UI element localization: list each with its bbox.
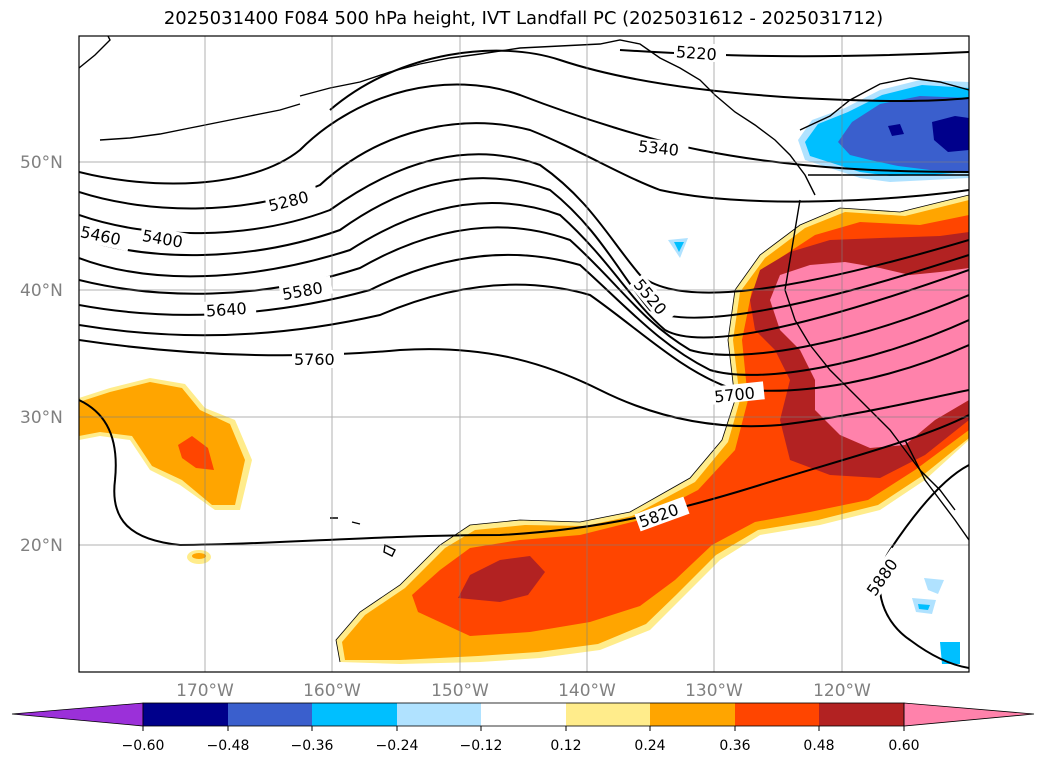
lon-label-170w: 170°W (176, 681, 234, 701)
contour-5700 (79, 283, 969, 392)
lon-label-140w: 140°W (558, 681, 616, 701)
lon-label-120w: 120°W (813, 681, 871, 701)
contour-5340-b (79, 83, 969, 185)
colorbar-ticks (142, 726, 905, 731)
colorbar-extend-high (903, 702, 1035, 727)
ivt-negative-canada (798, 80, 969, 182)
coastline-canada (799, 77, 969, 131)
ivt-fill-small-neg-1-core (674, 242, 684, 252)
colorbar-tick-label: −0.48 (207, 738, 250, 754)
colorbar-tick-label: −0.12 (460, 738, 503, 754)
ivt-fill-small-neg-3-core (918, 604, 930, 610)
colorbar-tick-label: −0.60 (122, 738, 165, 754)
colorbar-extend-low (11, 702, 144, 727)
map-title: 2025031400 F084 500 hPa height, IVT Land… (163, 8, 884, 29)
contour-5220 (619, 49, 969, 58)
coastline-baja (904, 439, 969, 541)
contour-label-5760: 5760 (294, 350, 335, 369)
lat-label-50n: 50°N (20, 153, 63, 173)
lat-label-40n: 40°N (20, 281, 63, 301)
colorbar-tick-label: 0.12 (550, 738, 581, 754)
contour-5400 (79, 153, 969, 294)
contour-label-5220: 5220 (675, 42, 717, 64)
contour-label-5280: 5280 (267, 187, 311, 215)
colorbar-segment (650, 703, 735, 726)
contour-label-5700: 5700 (713, 383, 755, 406)
ivt-fill-navy-small (888, 124, 904, 136)
contour-5460 (79, 177, 969, 319)
lon-label-150w: 150°W (431, 681, 489, 701)
ivt-fill-small-neg-4 (940, 642, 960, 664)
ivt-fill-small-neg-2 (924, 578, 944, 594)
colorbar-tick-label: −0.36 (291, 738, 334, 754)
ivt-fill-small-blob-core (192, 553, 206, 559)
colorbar-tick-label: 0.48 (803, 738, 834, 754)
coastline-aleutians (99, 103, 301, 141)
colorbar-tick-label: 0.60 (888, 738, 919, 754)
coastline-us-west (784, 199, 956, 511)
lat-label-20n: 20°N (20, 536, 63, 556)
colorbar-segment (481, 703, 566, 726)
coastline-hawaii (330, 517, 396, 557)
contour-label-5640: 5640 (205, 299, 247, 321)
ivt-positive-subtropical (79, 378, 252, 564)
colorbar-segment (143, 703, 228, 726)
graticule (79, 36, 969, 672)
lon-label-130w: 130°W (685, 681, 743, 701)
colorbar-segment (228, 703, 312, 726)
colorbar-segment (397, 703, 481, 726)
contour-label-5580: 5580 (281, 278, 324, 304)
colorbar-segment (819, 703, 904, 726)
contour-label-5340: 5340 (637, 137, 679, 160)
ivt-fill-subtropical-orange (79, 382, 245, 505)
coastline-alaska (79, 36, 816, 196)
colorbar-tick-label: 0.36 (719, 738, 750, 754)
colorbar-tick-label: 0.24 (634, 738, 665, 754)
coastline-ivt-outline (335, 194, 969, 663)
ivt-fill-navy (932, 116, 969, 152)
lat-label-30n: 30°N (20, 408, 63, 428)
latitude-labels: 50°N 40°N 30°N 20°N (20, 153, 63, 556)
contour-5340-a (329, 49, 969, 111)
ivt-fill-dark-red-pacific (458, 556, 545, 602)
colorbar-segment (566, 703, 650, 726)
contour-5820 (79, 399, 969, 547)
colorbar-segment (312, 703, 397, 726)
contour-5280 (79, 122, 969, 210)
contour-label-5400: 5400 (141, 226, 184, 252)
contour-5520 (79, 201, 969, 339)
map-frame (78, 35, 970, 673)
ivt-negative-small (668, 238, 960, 664)
colorbar-frame (142, 702, 905, 727)
longitude-labels: 170°W 160°W 150°W 140°W 130°W 120°W (176, 681, 871, 701)
colorbar-tick-label: −0.24 (376, 738, 419, 754)
coastlines (79, 36, 969, 663)
colorbar: −0.60 −0.48 −0.36 −0.24 −0.12 0.12 0.24 … (11, 702, 1035, 754)
lon-label-160w: 160°W (303, 681, 361, 701)
map-area: 5220 5340 5280 5460 5400 5580 5640 5520 … (79, 36, 969, 672)
colorbar-segment (735, 703, 819, 726)
